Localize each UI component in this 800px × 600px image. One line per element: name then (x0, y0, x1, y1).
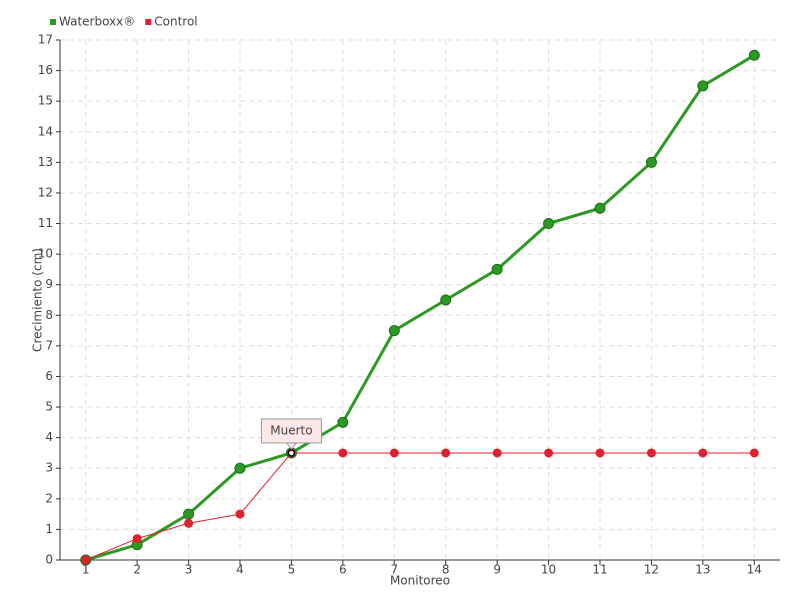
y-tick-label: 15 (38, 94, 53, 108)
y-tick-label: 3 (45, 461, 53, 475)
data-point (389, 448, 399, 458)
y-tick-label: 7 (45, 338, 53, 352)
y-tick-label: 13 (38, 155, 53, 169)
data-point (132, 534, 142, 544)
annotation-marker (287, 449, 296, 457)
series-line (85, 452, 755, 561)
y-tick-label: 17 (38, 33, 53, 47)
y-tick-label: 1 (45, 522, 53, 536)
data-point (544, 448, 554, 458)
data-point (235, 509, 245, 519)
annotation-pointer (285, 442, 298, 450)
data-point (441, 448, 451, 458)
data-point (595, 448, 605, 458)
y-tick-label: 0 (45, 553, 53, 567)
y-tick-label: 14 (38, 124, 53, 138)
y-tick-label: 11 (38, 216, 53, 230)
data-point (234, 462, 246, 474)
data-point (543, 218, 555, 230)
data-point (492, 448, 502, 458)
x-tick-label: 7 (390, 563, 398, 577)
x-tick-label: 13 (695, 563, 710, 577)
data-point (698, 448, 708, 458)
data-point (491, 263, 503, 275)
x-axis-label: Monitoreo (390, 574, 450, 588)
y-tick-label: 6 (45, 369, 53, 383)
x-tick-label: 1 (82, 563, 90, 577)
y-tick-label: 4 (45, 430, 53, 444)
x-tick-label: 3 (185, 563, 193, 577)
x-tick-label: 8 (442, 563, 450, 577)
annotation-box (260, 418, 322, 444)
data-point (337, 416, 349, 428)
x-tick-label: 14 (747, 563, 762, 577)
data-point (748, 49, 760, 61)
data-point (645, 156, 657, 168)
y-tick-label: 10 (38, 247, 53, 261)
data-point (697, 80, 709, 92)
x-tick-label: 9 (493, 563, 501, 577)
data-point (594, 202, 606, 214)
annotation-text: Muerto (270, 423, 312, 437)
data-point (81, 555, 91, 565)
legend-swatch (145, 19, 152, 25)
legend-label: Waterboxx® (59, 15, 135, 29)
legend-label: Control (154, 15, 197, 29)
x-tick-label: 5 (288, 563, 296, 577)
y-tick-label: 9 (45, 277, 53, 291)
data-point (338, 448, 348, 458)
data-point (183, 508, 195, 520)
y-tick-label: 2 (45, 491, 53, 505)
x-tick-label: 4 (236, 563, 244, 577)
x-tick-label: 6 (339, 563, 347, 577)
x-tick-label: 10 (541, 563, 556, 577)
x-tick-label: 11 (592, 563, 607, 577)
y-tick-label: 12 (38, 185, 53, 199)
y-tick-label: 5 (45, 400, 53, 414)
y-tick-label: 16 (38, 63, 53, 77)
data-point (388, 325, 400, 337)
y-axis-label: Crecimiento (cm) (31, 248, 45, 352)
data-point (646, 448, 656, 458)
x-tick-label: 2 (133, 563, 141, 577)
y-tick-label: 8 (45, 308, 53, 322)
series-line (85, 54, 756, 562)
legend-swatch (50, 19, 56, 25)
data-point (184, 518, 194, 528)
data-point (749, 448, 759, 458)
data-point (440, 294, 452, 306)
x-tick-label: 12 (644, 563, 659, 577)
